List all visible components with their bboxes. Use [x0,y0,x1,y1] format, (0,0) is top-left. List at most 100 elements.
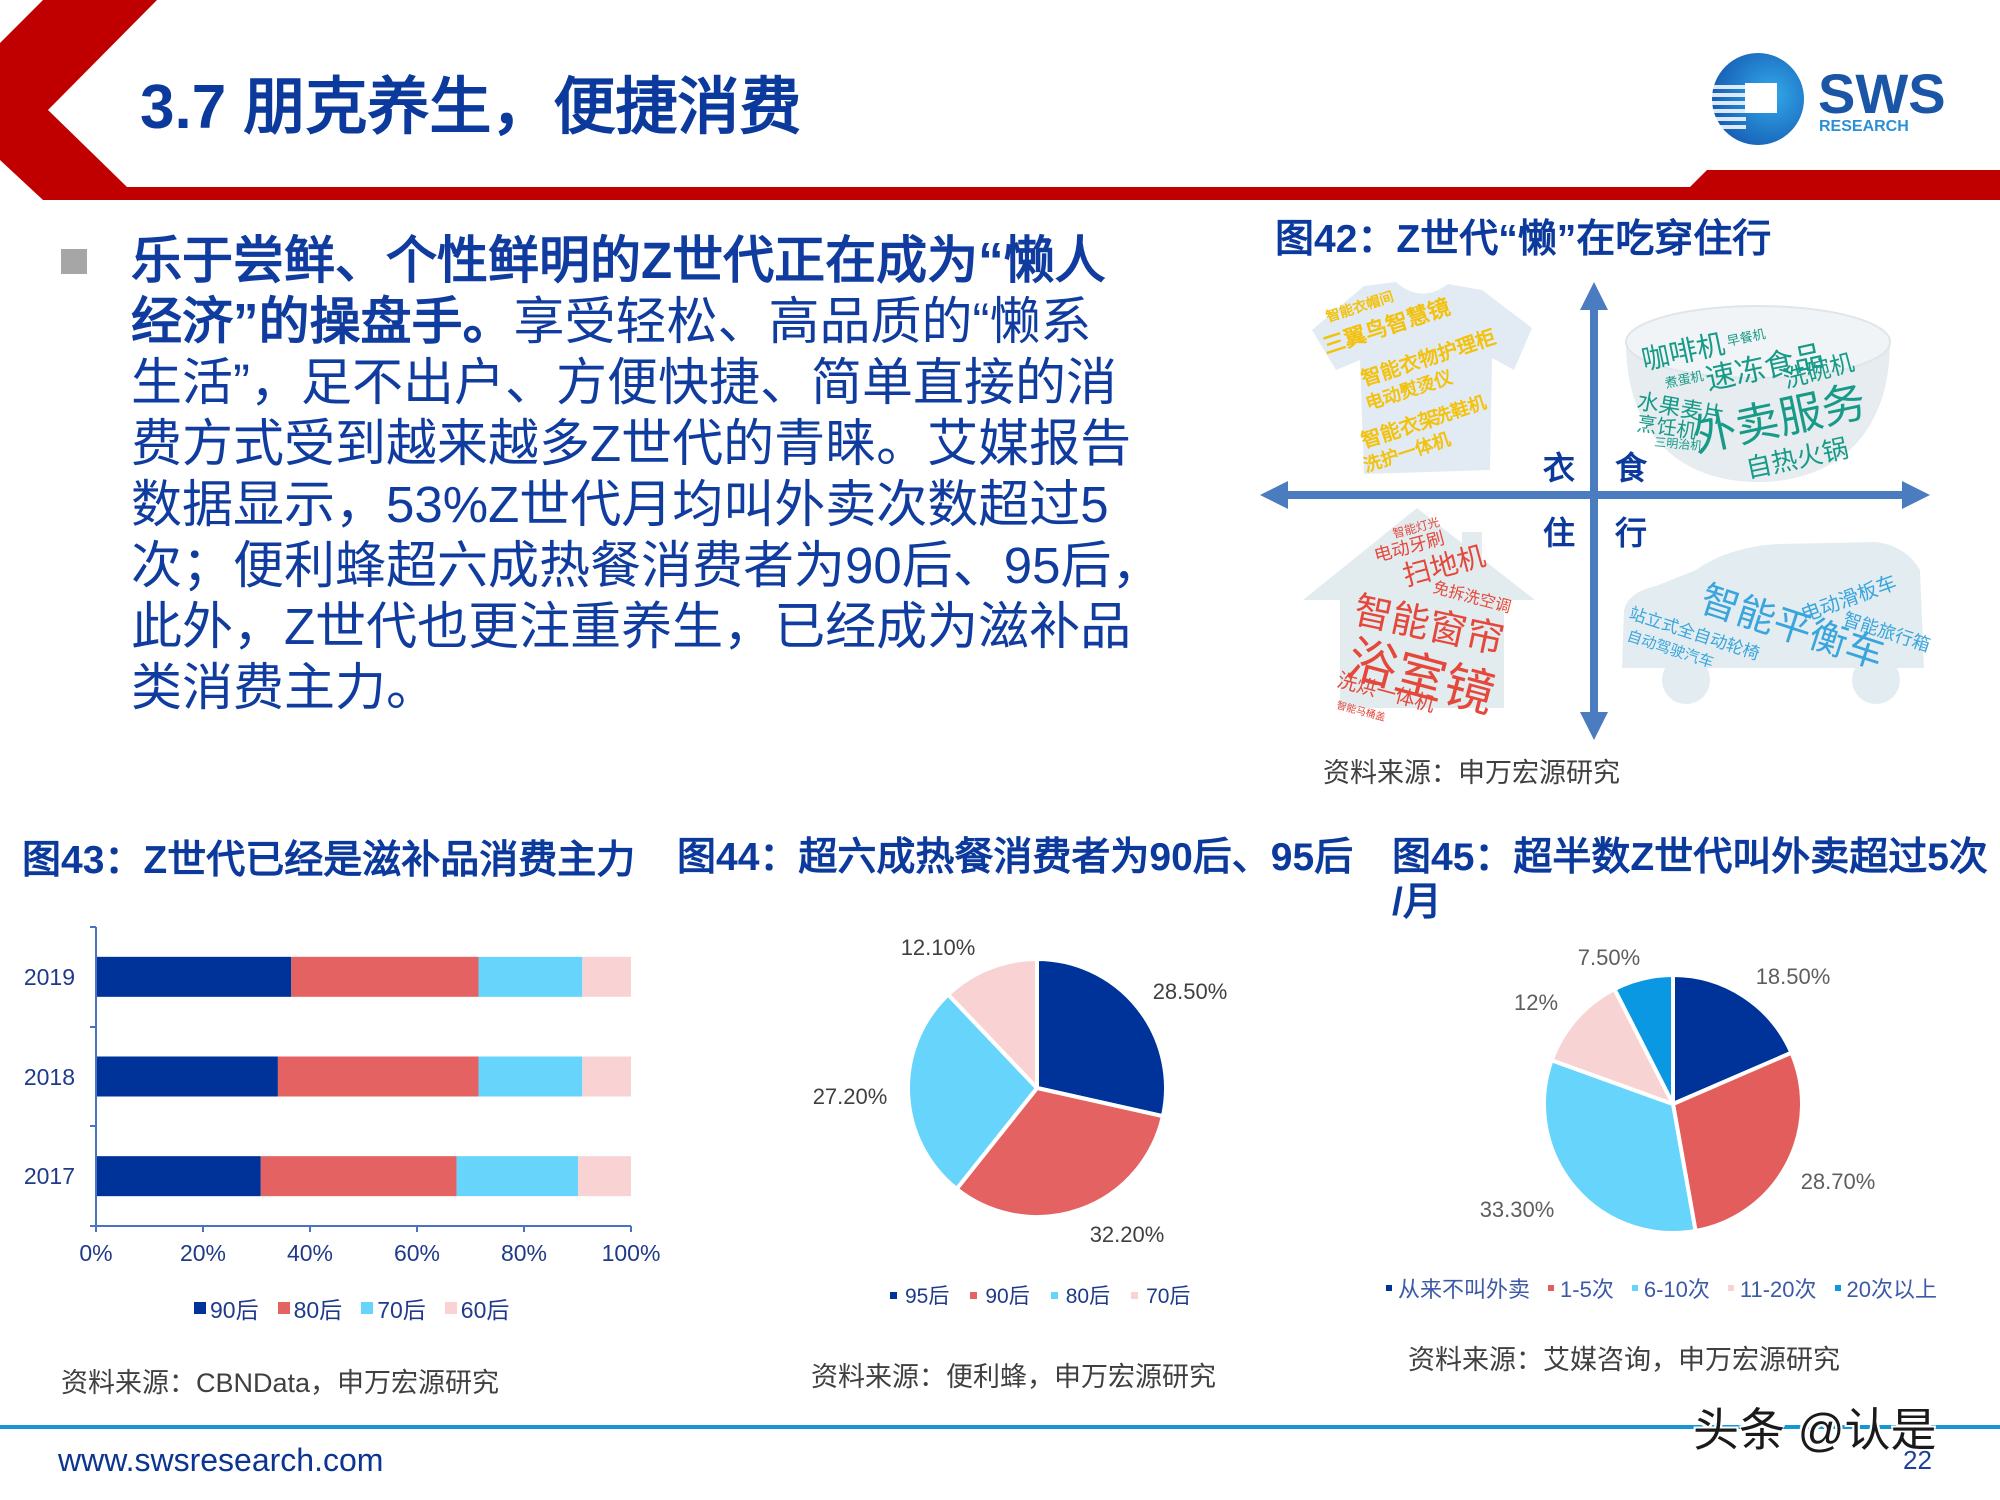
legend-item: 1-5次 [1548,1272,1614,1304]
vertical-axis-line [1590,308,1598,716]
label-clothing: 衣 [1543,450,1575,486]
legend-swatch [361,1302,374,1314]
legend-label: 1-5次 [1560,1277,1614,1302]
paragraph-line: 数据显示，53%Z世代月均叫外卖次数超过5 [131,474,1162,535]
legend-label: 70后 [1146,1285,1191,1308]
website-link[interactable]: www.swsresearch.com [58,1442,384,1478]
pie-slice [1671,1050,1804,1234]
normal-text: 数据显示，53%Z世代月均叫外卖次数超过5 [131,476,1109,533]
legend-item: 90后 [194,1291,259,1325]
bold-text: 乐于尝鲜、个性鲜明的Z世代正在成为“懒人 [131,232,1106,289]
pie-slice [946,957,1039,1090]
bowl-rim-icon [1625,305,1891,379]
housing-word-cloud: 智能灯光 电动牙刷 扫地机 免拆洗空调 智能窗帘 浴室镜 洗烘一体机 智能马桶盖 [1335,514,1513,724]
legend-swatch [1631,1285,1638,1291]
fig43-source: 资料来源：CBNData，申万宏源研究 [61,1368,500,1398]
label-food: 食 [1615,450,1648,486]
pie-value-label: 7.50% [1577,945,1641,970]
pie-slice [1671,973,1794,1106]
fig45-legend: 从来不叫外卖 1-5次 6-10次 11-20次 20次以上 [1386,1272,1955,1304]
pie-value-label: 12% [1513,990,1559,1015]
pie-value-label: 27.20% [812,1084,888,1109]
legend-label: 90后 [985,1285,1030,1308]
legend-item: 11-20次 [1727,1272,1817,1304]
fig45-pie [1542,973,1804,1235]
fig43-title: 图43：Z世代已经是滋补品消费主力 [22,839,636,882]
legend-label: 60后 [460,1297,510,1323]
logo-square-icon [1745,83,1777,113]
bar-segment [277,1056,479,1097]
legend-label: 11-20次 [1739,1277,1817,1302]
fig43-plot [90,926,632,1232]
pie-value-label: 18.50% [1755,964,1831,989]
legend-swatch [1834,1285,1841,1291]
paragraph-line: 费方式受到越来越多Z世代的青睐。艾媒报告 [131,413,1162,474]
legend-item: 95后 [890,1280,949,1310]
legend-label: 80后 [1065,1285,1111,1308]
legend-item: 60后 [444,1291,510,1325]
fig44-source: 资料来源：便利蜂，申万宏源研究 [811,1362,1216,1392]
bar-segment [96,956,292,997]
legend-swatch [194,1302,206,1314]
legend-label: 70后 [377,1297,426,1323]
bar-segment [478,1056,583,1097]
paragraph-line: 经济”的操盘手。享受轻松、高品质的“懒系 [131,291,1162,352]
legend-swatch [1050,1291,1058,1299]
x-tick-label: 100% [601,1240,661,1266]
normal-text: 次；便利蜂超六成热餐消费者为90后、95后， [131,537,1163,594]
fig43-bars [96,956,631,1197]
bar-segment [96,1056,278,1097]
paragraph-line: 此外，Z世代也更注重养生，已经成为滋补品 [131,596,1162,657]
fig43-axes [90,926,632,1232]
car-wheel-icon [1852,656,1900,704]
legend-swatch [890,1291,897,1299]
pie-value-label: 32.20% [1089,1222,1165,1247]
paragraph-line: 次；便利蜂超六成热餐消费者为90后、95后， [131,535,1162,596]
pie-slice [1542,1058,1698,1235]
legend-item: 70后 [1131,1280,1190,1310]
fig45-title-line2: /月 [1392,881,1442,924]
fig45-source: 资料来源：艾媒咨询，申万宏源研究 [1408,1345,1840,1375]
car-shape-icon [1622,542,1924,668]
page-number: 22 [1903,1445,1932,1475]
legend-item: 80后 [1050,1280,1111,1310]
arrow-right-icon [1902,481,1930,509]
pie-slice [1035,957,1168,1119]
legend-swatch [444,1302,457,1314]
fig42-quadrant-diagram: 智能衣帽间 三翼鸟智慧镜 智能衣物护理柜 电动熨烫仪 洗鞋机 智能衣架 洗护一体… [1260,282,1933,740]
fig45-title-line1: 图45：超半数Z世代叫外卖超过5次 [1392,836,1988,879]
arrow-down-icon [1580,712,1608,740]
bar-segment [578,1156,631,1197]
bar-segment [260,1156,457,1197]
bar-segment [291,956,479,997]
legend-label: 20次以上 [1846,1277,1937,1302]
normal-text: 享受轻松、高品质的“懒系 [513,293,1092,350]
bar-segment [456,1156,579,1197]
legend-label: 80后 [293,1297,343,1323]
legend-swatch [1386,1285,1392,1291]
arrow-up-icon [1580,282,1608,310]
sws-logo: SWS RESEARCH [1712,53,1946,145]
legend-item: 80后 [277,1291,343,1325]
label-transport: 行 [1615,515,1647,551]
label-housing: 住 [1543,515,1575,551]
page-title: 3.7 朋克养生，便捷消费 [140,73,802,142]
legend-swatch [1131,1291,1139,1299]
x-tick-label: 60% [393,1240,441,1266]
legend-swatch [1548,1285,1555,1291]
pie-value-label: 12.10% [900,935,976,960]
legend-label: 90后 [210,1297,259,1323]
legend-swatch [277,1302,290,1314]
header-band [0,0,2000,200]
paragraph-line: 乐于尝鲜、个性鲜明的Z世代正在成为“懒人 [131,230,1162,291]
legend-item: 6-10次 [1631,1272,1710,1304]
x-tick-label: 80% [500,1240,548,1266]
x-tick-label: 0% [79,1240,113,1266]
legend-item: 70后 [361,1291,426,1325]
pie-value-label: 33.30% [1479,1197,1555,1222]
fig44-pie [906,957,1168,1219]
fig44-legend: 95后 90后 80后 70后 [890,1280,1211,1310]
legend-item: 20次以上 [1834,1272,1937,1304]
car-wheel-icon [1662,656,1710,704]
